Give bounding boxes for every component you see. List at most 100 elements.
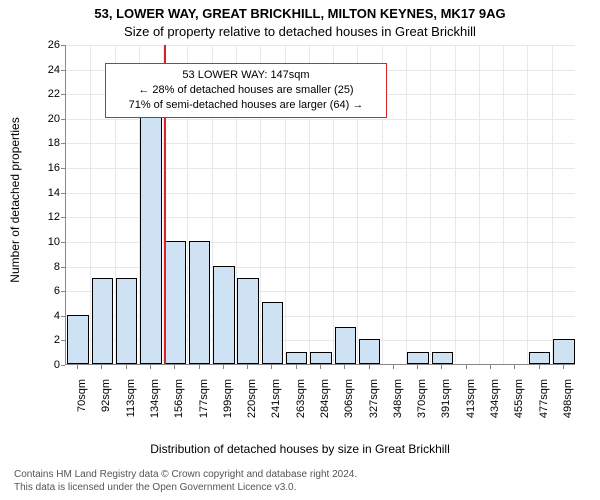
y-tick-mark <box>61 291 65 292</box>
chart-container: 53, LOWER WAY, GREAT BRICKHILL, MILTON K… <box>0 0 600 500</box>
y-tick-label: 20 <box>30 113 60 125</box>
x-tick-mark <box>393 365 394 369</box>
y-tick-label: 24 <box>30 64 60 76</box>
x-tick-label: 92sqm <box>100 379 112 412</box>
grid-line-v <box>552 45 553 364</box>
x-tick-label: 498sqm <box>562 379 574 418</box>
x-tick-mark <box>101 365 102 369</box>
histogram-bar <box>189 241 210 364</box>
x-tick-mark <box>441 365 442 369</box>
x-tick-label: 284sqm <box>319 379 331 418</box>
footer-line1: Contains HM Land Registry data © Crown c… <box>14 468 357 481</box>
x-tick-label: 220sqm <box>246 379 258 418</box>
x-tick-mark <box>247 365 248 369</box>
histogram-bar <box>286 352 307 364</box>
y-axis-label: Number of detached properties <box>8 117 22 282</box>
x-tick-mark <box>320 365 321 369</box>
y-tick-mark <box>61 143 65 144</box>
y-tick-mark <box>61 45 65 46</box>
y-tick-label: 8 <box>30 261 60 273</box>
grid-line-v <box>527 45 528 364</box>
x-tick-label: 134sqm <box>149 379 161 418</box>
x-tick-label: 263sqm <box>295 379 307 418</box>
histogram-bar <box>553 339 574 364</box>
histogram-bar <box>165 241 186 364</box>
histogram-bar <box>310 352 331 364</box>
annotation-line1: 53 LOWER WAY: 147sqm <box>116 68 376 83</box>
x-tick-label: 477sqm <box>538 379 550 418</box>
y-tick-label: 16 <box>30 162 60 174</box>
x-tick-mark <box>150 365 151 369</box>
x-tick-label: 156sqm <box>173 379 185 418</box>
histogram-bar <box>92 278 113 364</box>
y-tick-mark <box>61 94 65 95</box>
y-tick-mark <box>61 267 65 268</box>
histogram-bar <box>407 352 428 364</box>
grid-line-h <box>66 45 575 46</box>
y-tick-mark <box>61 316 65 317</box>
y-tick-mark <box>61 242 65 243</box>
annotation-line3: 71% of semi-detached houses are larger (… <box>116 98 376 113</box>
annotation-line2: ← 28% of detached houses are smaller (25… <box>116 83 376 98</box>
x-tick-mark <box>563 365 564 369</box>
footer-text: Contains HM Land Registry data © Crown c… <box>14 468 357 494</box>
grid-line-v <box>455 45 456 364</box>
chart-title-sub: Size of property relative to detached ho… <box>124 24 476 39</box>
x-tick-label: 113sqm <box>125 379 137 417</box>
y-tick-mark <box>61 193 65 194</box>
y-tick-mark <box>61 365 65 366</box>
y-tick-label: 6 <box>30 285 60 297</box>
histogram-bar <box>335 327 356 364</box>
y-tick-label: 22 <box>30 88 60 100</box>
x-tick-label: 306sqm <box>343 379 355 418</box>
x-tick-mark <box>490 365 491 369</box>
x-tick-label: 413sqm <box>465 379 477 418</box>
histogram-bar <box>237 278 258 364</box>
x-tick-label: 370sqm <box>416 379 428 418</box>
y-tick-label: 2 <box>30 334 60 346</box>
histogram-bar <box>359 339 380 364</box>
x-tick-mark <box>344 365 345 369</box>
x-tick-label: 348sqm <box>392 379 404 418</box>
histogram-bar <box>432 352 453 364</box>
y-tick-mark <box>61 340 65 341</box>
x-tick-label: 199sqm <box>222 379 234 418</box>
histogram-bar <box>213 266 234 364</box>
y-tick-label: 0 <box>30 359 60 371</box>
x-tick-mark <box>417 365 418 369</box>
grid-line-v <box>479 45 480 364</box>
x-tick-label: 434sqm <box>489 379 501 418</box>
chart-title-main: 53, LOWER WAY, GREAT BRICKHILL, MILTON K… <box>94 6 505 21</box>
grid-line-v <box>406 45 407 364</box>
x-tick-label: 70sqm <box>76 379 88 412</box>
histogram-bar <box>529 352 550 364</box>
x-tick-mark <box>126 365 127 369</box>
x-tick-mark <box>223 365 224 369</box>
x-tick-mark <box>174 365 175 369</box>
histogram-bar <box>140 106 161 364</box>
x-tick-mark <box>514 365 515 369</box>
x-tick-label: 177sqm <box>198 379 210 418</box>
annotation-box: 53 LOWER WAY: 147sqm ← 28% of detached h… <box>105 63 387 118</box>
x-tick-label: 241sqm <box>270 379 282 418</box>
y-tick-mark <box>61 217 65 218</box>
histogram-bar <box>262 302 283 364</box>
x-tick-label: 391sqm <box>440 379 452 418</box>
y-tick-label: 10 <box>30 236 60 248</box>
x-tick-mark <box>369 365 370 369</box>
x-tick-mark <box>271 365 272 369</box>
x-tick-mark <box>77 365 78 369</box>
grid-line-v <box>430 45 431 364</box>
y-tick-label: 18 <box>30 137 60 149</box>
y-tick-label: 4 <box>30 310 60 322</box>
y-tick-mark <box>61 168 65 169</box>
x-tick-label: 455sqm <box>513 379 525 418</box>
y-tick-label: 26 <box>30 39 60 51</box>
y-tick-mark <box>61 70 65 71</box>
histogram-bar <box>67 315 88 364</box>
footer-line2: This data is licensed under the Open Gov… <box>14 481 357 494</box>
x-tick-mark <box>466 365 467 369</box>
x-tick-mark <box>296 365 297 369</box>
x-tick-mark <box>539 365 540 369</box>
y-tick-label: 14 <box>30 187 60 199</box>
